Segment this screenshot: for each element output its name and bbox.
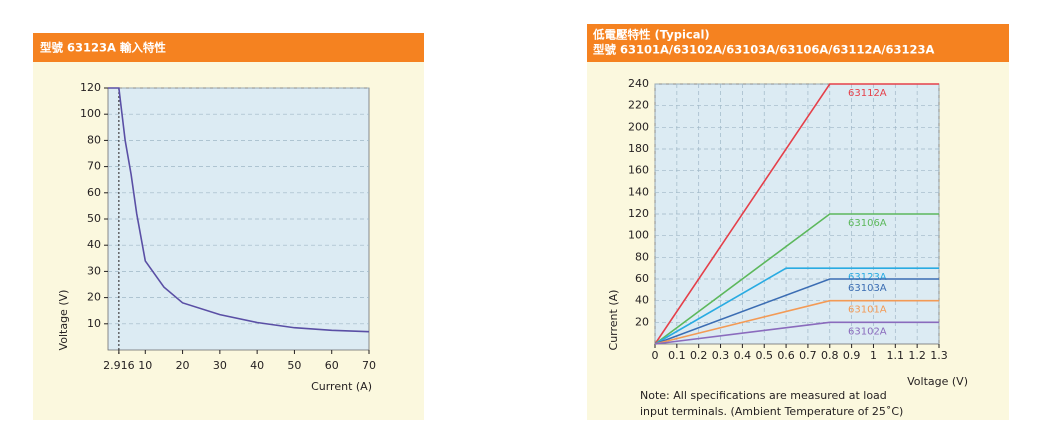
y-tick-label: 120 (80, 81, 101, 94)
x-tick-label: 1 (870, 349, 877, 362)
series-label: 63106A (848, 218, 887, 229)
x-tick-label: 0.6 (777, 349, 795, 362)
x-tick-label: 1.2 (908, 349, 926, 362)
x-axis-label: Voltage (V) (907, 375, 968, 388)
data-line (654, 267, 939, 345)
x-tick-label: 40 (250, 359, 264, 372)
series-label: 63102A (848, 326, 887, 337)
y-tick-label: 40 (87, 238, 101, 251)
series-label: 63112A (848, 88, 887, 99)
data-line (654, 83, 939, 345)
y-tick-label: 50 (87, 212, 101, 225)
x-axis-label: Current (A) (311, 380, 372, 393)
y-tick-label: 140 (628, 185, 649, 198)
chart-subtitle: 型號 63101A/63102A/63103A/63106A/63112A/63… (593, 43, 935, 57)
x-tick-label: 0.7 (799, 349, 817, 362)
x-tick-label: 0.9 (843, 349, 861, 362)
y-tick-label: 70 (87, 160, 101, 173)
y-tick-label: 160 (628, 164, 649, 177)
panel-header (587, 24, 1009, 62)
y-tick-label: 120 (628, 207, 649, 220)
x-tick-label: 10 (138, 359, 152, 372)
x-tick-label: 30 (213, 359, 227, 372)
plot-area (107, 87, 370, 351)
data-line (654, 213, 939, 345)
y-axis-label: Voltage (V) (57, 290, 70, 351)
data-line (108, 87, 370, 333)
series-label: 63123A (848, 272, 887, 283)
y-tick-label: 60 (635, 272, 649, 285)
y-tick-label: 40 (635, 294, 649, 307)
series-label: 63101A (848, 305, 887, 316)
y-tick-label: 100 (80, 107, 101, 120)
x-tick-label: 50 (287, 359, 301, 372)
y-tick-label: 20 (635, 315, 649, 328)
chart-title: 型號 63123A 輸入特性 (40, 41, 166, 55)
y-tick-label: 10 (87, 317, 101, 330)
x-tick-label: 0.2 (690, 349, 708, 362)
y-tick-label: 180 (628, 142, 649, 155)
data-line (654, 299, 939, 345)
x-tick-label: 20 (176, 359, 190, 372)
note: input terminals. (Ambient Temperature of… (640, 405, 903, 418)
y-tick-label: 30 (87, 264, 101, 277)
y-tick-label: 80 (635, 250, 649, 263)
x-tick-label: 70 (362, 359, 376, 372)
y-tick-label: 240 (628, 77, 649, 90)
x-tick-label: 0.3 (712, 349, 730, 362)
x-tick-label: 1.1 (887, 349, 905, 362)
y-tick-label: 100 (628, 229, 649, 242)
x-tick-label: 0.1 (668, 349, 686, 362)
y-tick-label: 220 (628, 99, 649, 112)
x-tick-label: 60 (325, 359, 339, 372)
x-tick-label: 2.916 (103, 359, 135, 372)
x-tick-label: 0 (652, 349, 659, 362)
y-tick-label: 200 (628, 120, 649, 133)
y-tick-label: 60 (87, 186, 101, 199)
panel-header (33, 33, 424, 62)
note: Note: All specifications are measured at… (640, 389, 887, 402)
chart-title: 低電壓特性 (Typical) (592, 28, 710, 42)
y-tick-label: 80 (87, 133, 101, 146)
x-tick-label: 1.3 (930, 349, 948, 362)
y-axis-label: Current (A) (607, 290, 620, 351)
series-label: 63103A (848, 283, 887, 294)
x-tick-label: 0.8 (821, 349, 839, 362)
x-tick-label: 0.4 (734, 349, 752, 362)
x-tick-label: 0.5 (755, 349, 773, 362)
data-line (654, 278, 939, 345)
data-line (654, 321, 939, 345)
y-tick-label: 20 (87, 291, 101, 304)
